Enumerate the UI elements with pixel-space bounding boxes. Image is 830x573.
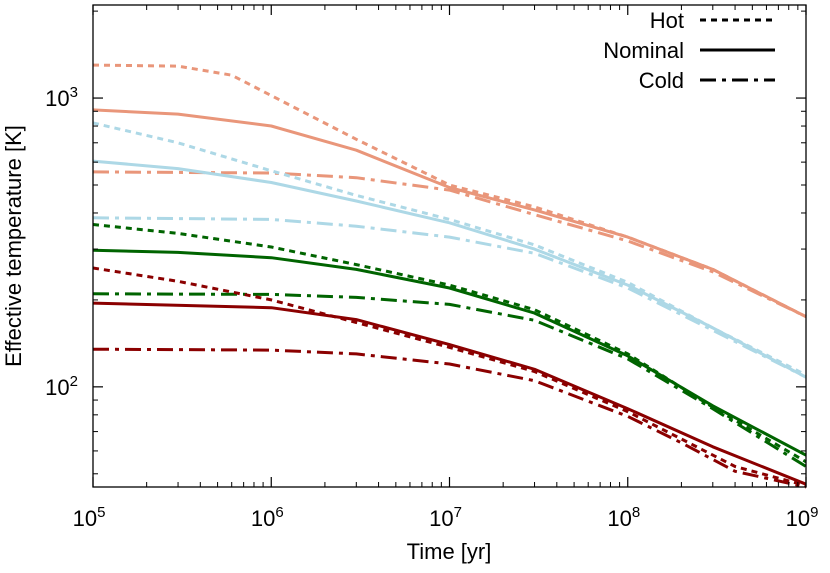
series-line-lightblue-dashdot	[92, 216, 807, 379]
x-tick-label: 105	[73, 504, 106, 531]
series-line-darkred-dotted	[92, 266, 807, 488]
series-line-darkred-dashdot	[92, 347, 807, 489]
legend-label-dotted: Hot	[650, 8, 684, 33]
series-line-green-solid	[92, 248, 807, 457]
y-tick-label: 103	[45, 84, 78, 111]
series-line-lightblue-dotted	[92, 121, 807, 377]
legend-label-dashdot: Cold	[639, 68, 684, 93]
legend-label-solid: Nominal	[603, 38, 684, 63]
series-layer	[92, 63, 807, 489]
plot-frame	[92, 4, 807, 488]
series-line-salmon-dotted	[92, 63, 807, 319]
x-axis-label: Time [yr]	[407, 539, 492, 564]
tick-layer: 105 106 107 108 109 102 103	[45, 5, 818, 531]
series-line-green-dashdot	[92, 292, 807, 468]
y-axis-label: Effective temperature [K]	[1, 125, 26, 367]
x-tick-label: 108	[607, 504, 640, 531]
x-tick-label: 109	[786, 504, 819, 531]
y-tick-label: 102	[45, 373, 78, 400]
x-tick-label: 107	[429, 504, 462, 531]
series-line-darkred-solid	[92, 301, 807, 486]
x-tick-label: 106	[251, 504, 284, 531]
series-line-lightblue-solid	[92, 159, 807, 379]
legend: Hot Nominal Cold	[603, 8, 775, 93]
series-line-salmon-solid	[92, 108, 807, 319]
